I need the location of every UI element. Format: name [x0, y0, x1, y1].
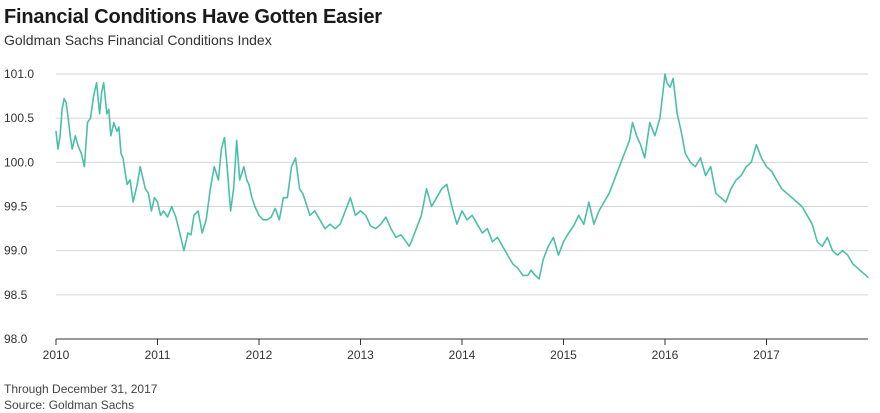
y-axis-tick-labels: 98.0 98.5 99.0 99.5 100.0 100.5 101.0 — [4, 67, 34, 346]
series-layer — [55, 73, 869, 280]
y-tick-label: 100.0 — [4, 155, 34, 169]
x-tick-label: 2010 — [43, 348, 70, 362]
gridlines — [56, 73, 868, 340]
y-tick-label: 99.5 — [4, 200, 28, 214]
x-axis: 2010 2011 2012 2013 2014 2015 2016 2017 — [43, 339, 780, 362]
x-tick-label: 2015 — [550, 348, 577, 362]
x-tick-label: 2017 — [753, 348, 780, 362]
series-line — [55, 73, 869, 280]
y-tick-label: 98.0 — [4, 332, 28, 346]
x-tick-label: 2016 — [652, 348, 679, 362]
source-note: Source: Goldman Sachs — [4, 398, 135, 412]
x-tick-label: 2014 — [449, 348, 476, 362]
x-tick-label: 2013 — [347, 348, 374, 362]
y-tick-label: 99.0 — [4, 244, 28, 258]
line-chart: 98.0 98.5 99.0 99.5 100.0 100.5 101.0 2010 2011… — [4, 67, 869, 362]
y-tick-label: 100.5 — [4, 111, 34, 125]
chart-title: Financial Conditions Have Gotten Easier — [4, 6, 382, 28]
through-date-note: Through December 31, 2017 — [4, 382, 158, 396]
chart-subtitle: Goldman Sachs Financial Conditions Index — [4, 32, 272, 48]
x-tick-label: 2011 — [145, 348, 171, 362]
x-tick-label: 2012 — [246, 348, 273, 362]
y-tick-label: 101.0 — [4, 67, 34, 81]
y-tick-label: 98.5 — [4, 288, 28, 302]
